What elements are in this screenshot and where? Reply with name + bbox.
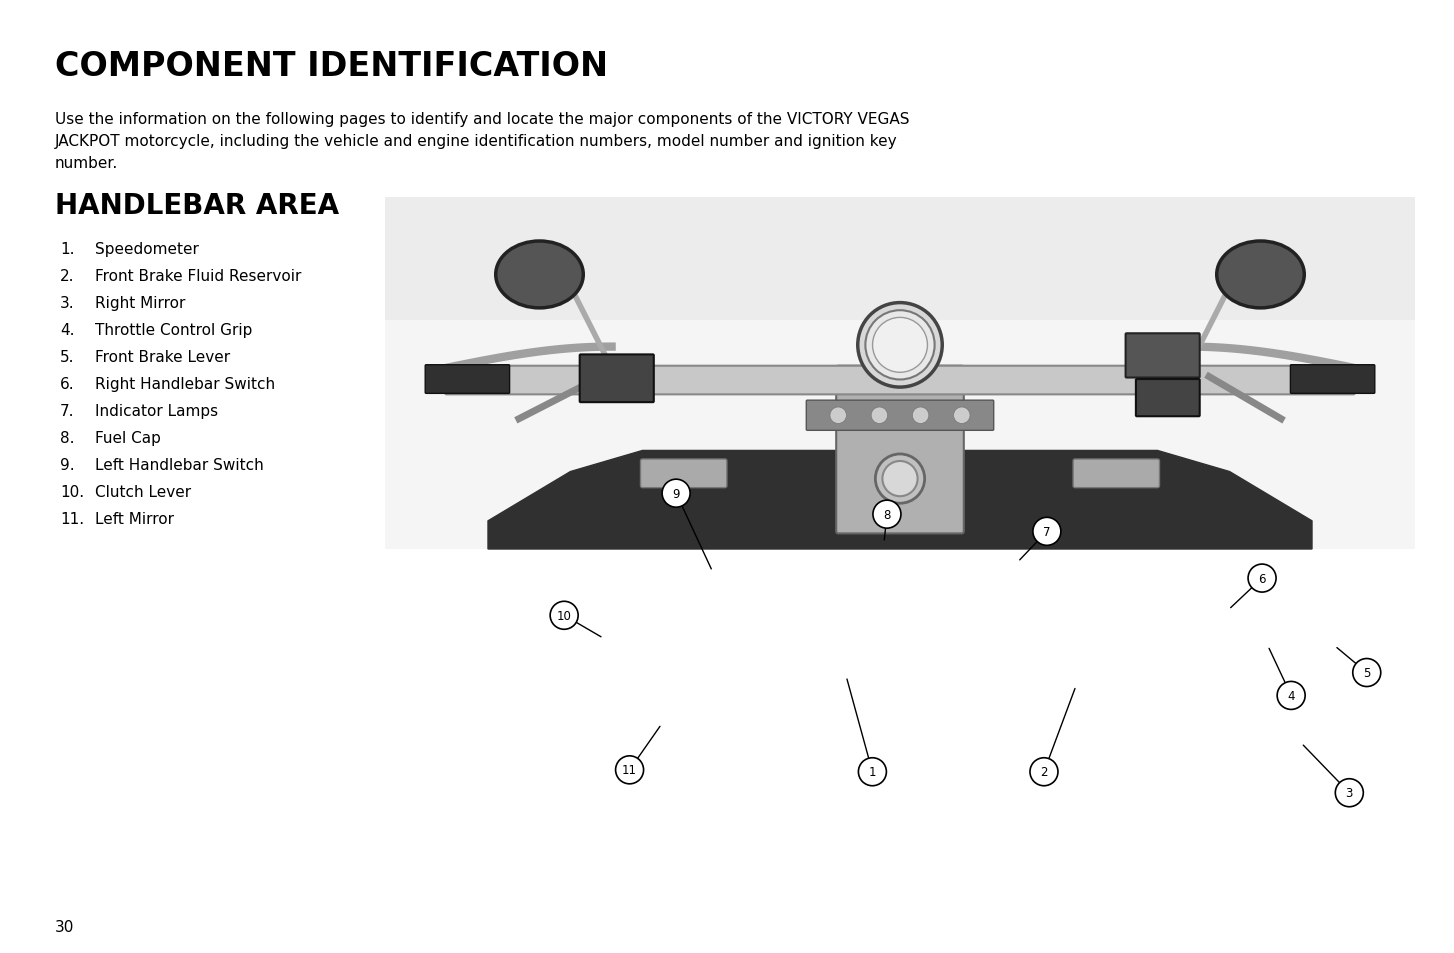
FancyBboxPatch shape <box>580 355 654 403</box>
Text: 7: 7 <box>1043 525 1051 538</box>
Circle shape <box>662 479 691 508</box>
Text: 30: 30 <box>55 919 74 934</box>
Circle shape <box>872 318 928 373</box>
Text: 3: 3 <box>1345 786 1354 800</box>
Circle shape <box>830 408 846 424</box>
Circle shape <box>550 601 579 630</box>
Circle shape <box>1277 681 1306 710</box>
Circle shape <box>1029 758 1059 786</box>
Ellipse shape <box>496 242 583 309</box>
Text: 11.: 11. <box>60 512 84 526</box>
Text: Left Handlebar Switch: Left Handlebar Switch <box>95 457 263 473</box>
Ellipse shape <box>1217 242 1304 309</box>
Text: 9: 9 <box>672 487 680 500</box>
Circle shape <box>1032 517 1061 546</box>
Circle shape <box>872 500 901 529</box>
Text: Throttle Control Grip: Throttle Control Grip <box>95 323 253 337</box>
Circle shape <box>1352 659 1381 687</box>
Text: Front Brake Lever: Front Brake Lever <box>95 350 230 365</box>
Text: 6.: 6. <box>60 376 74 392</box>
FancyBboxPatch shape <box>445 366 1355 395</box>
Circle shape <box>871 408 887 424</box>
Text: Left Mirror: Left Mirror <box>95 512 174 526</box>
Text: Speedometer: Speedometer <box>95 242 199 256</box>
Text: COMPONENT IDENTIFICATION: COMPONENT IDENTIFICATION <box>55 50 608 83</box>
Circle shape <box>875 455 925 504</box>
Text: 2.: 2. <box>60 269 74 284</box>
Text: 10: 10 <box>557 609 571 622</box>
Text: 5.: 5. <box>60 350 74 365</box>
Polygon shape <box>489 451 1312 550</box>
Text: number.: number. <box>55 156 118 171</box>
Text: 1: 1 <box>868 765 877 779</box>
Text: 4.: 4. <box>60 323 74 337</box>
Text: 7.: 7. <box>60 403 74 418</box>
Text: Use the information on the following pages to identify and locate the major comp: Use the information on the following pag… <box>55 112 910 127</box>
Circle shape <box>615 756 644 784</box>
FancyBboxPatch shape <box>1290 365 1375 394</box>
Text: 4: 4 <box>1287 689 1296 702</box>
Circle shape <box>865 311 935 380</box>
Text: Right Mirror: Right Mirror <box>95 295 185 311</box>
Text: 10.: 10. <box>60 484 84 499</box>
Text: Clutch Lever: Clutch Lever <box>95 484 190 499</box>
FancyBboxPatch shape <box>641 459 727 488</box>
Text: Fuel Cap: Fuel Cap <box>95 431 161 446</box>
FancyBboxPatch shape <box>385 198 1415 550</box>
Circle shape <box>1248 564 1277 593</box>
FancyBboxPatch shape <box>1136 379 1200 416</box>
FancyBboxPatch shape <box>807 401 993 431</box>
Circle shape <box>954 408 970 424</box>
Text: 2: 2 <box>1040 765 1048 779</box>
Text: 9.: 9. <box>60 457 74 473</box>
Text: 11: 11 <box>622 763 637 777</box>
Text: 6: 6 <box>1258 572 1266 585</box>
Text: 3.: 3. <box>60 295 74 311</box>
FancyBboxPatch shape <box>425 365 509 394</box>
Text: 8: 8 <box>883 508 891 521</box>
FancyBboxPatch shape <box>385 198 1415 321</box>
Circle shape <box>883 461 917 497</box>
Text: Indicator Lamps: Indicator Lamps <box>95 403 218 418</box>
FancyBboxPatch shape <box>1073 459 1159 488</box>
Circle shape <box>858 303 942 388</box>
Text: Front Brake Fluid Reservoir: Front Brake Fluid Reservoir <box>95 269 301 284</box>
Text: JACKPOT motorcycle, including the vehicle and engine identification numbers, mod: JACKPOT motorcycle, including the vehicl… <box>55 133 897 149</box>
FancyBboxPatch shape <box>836 366 964 534</box>
Text: 1.: 1. <box>60 242 74 256</box>
Circle shape <box>1335 779 1364 807</box>
Text: HANDLEBAR AREA: HANDLEBAR AREA <box>55 192 339 220</box>
Circle shape <box>912 408 929 424</box>
Text: Right Handlebar Switch: Right Handlebar Switch <box>95 376 275 392</box>
Text: 5: 5 <box>1362 666 1371 679</box>
Text: 8.: 8. <box>60 431 74 446</box>
FancyBboxPatch shape <box>1125 334 1200 378</box>
Circle shape <box>858 758 887 786</box>
